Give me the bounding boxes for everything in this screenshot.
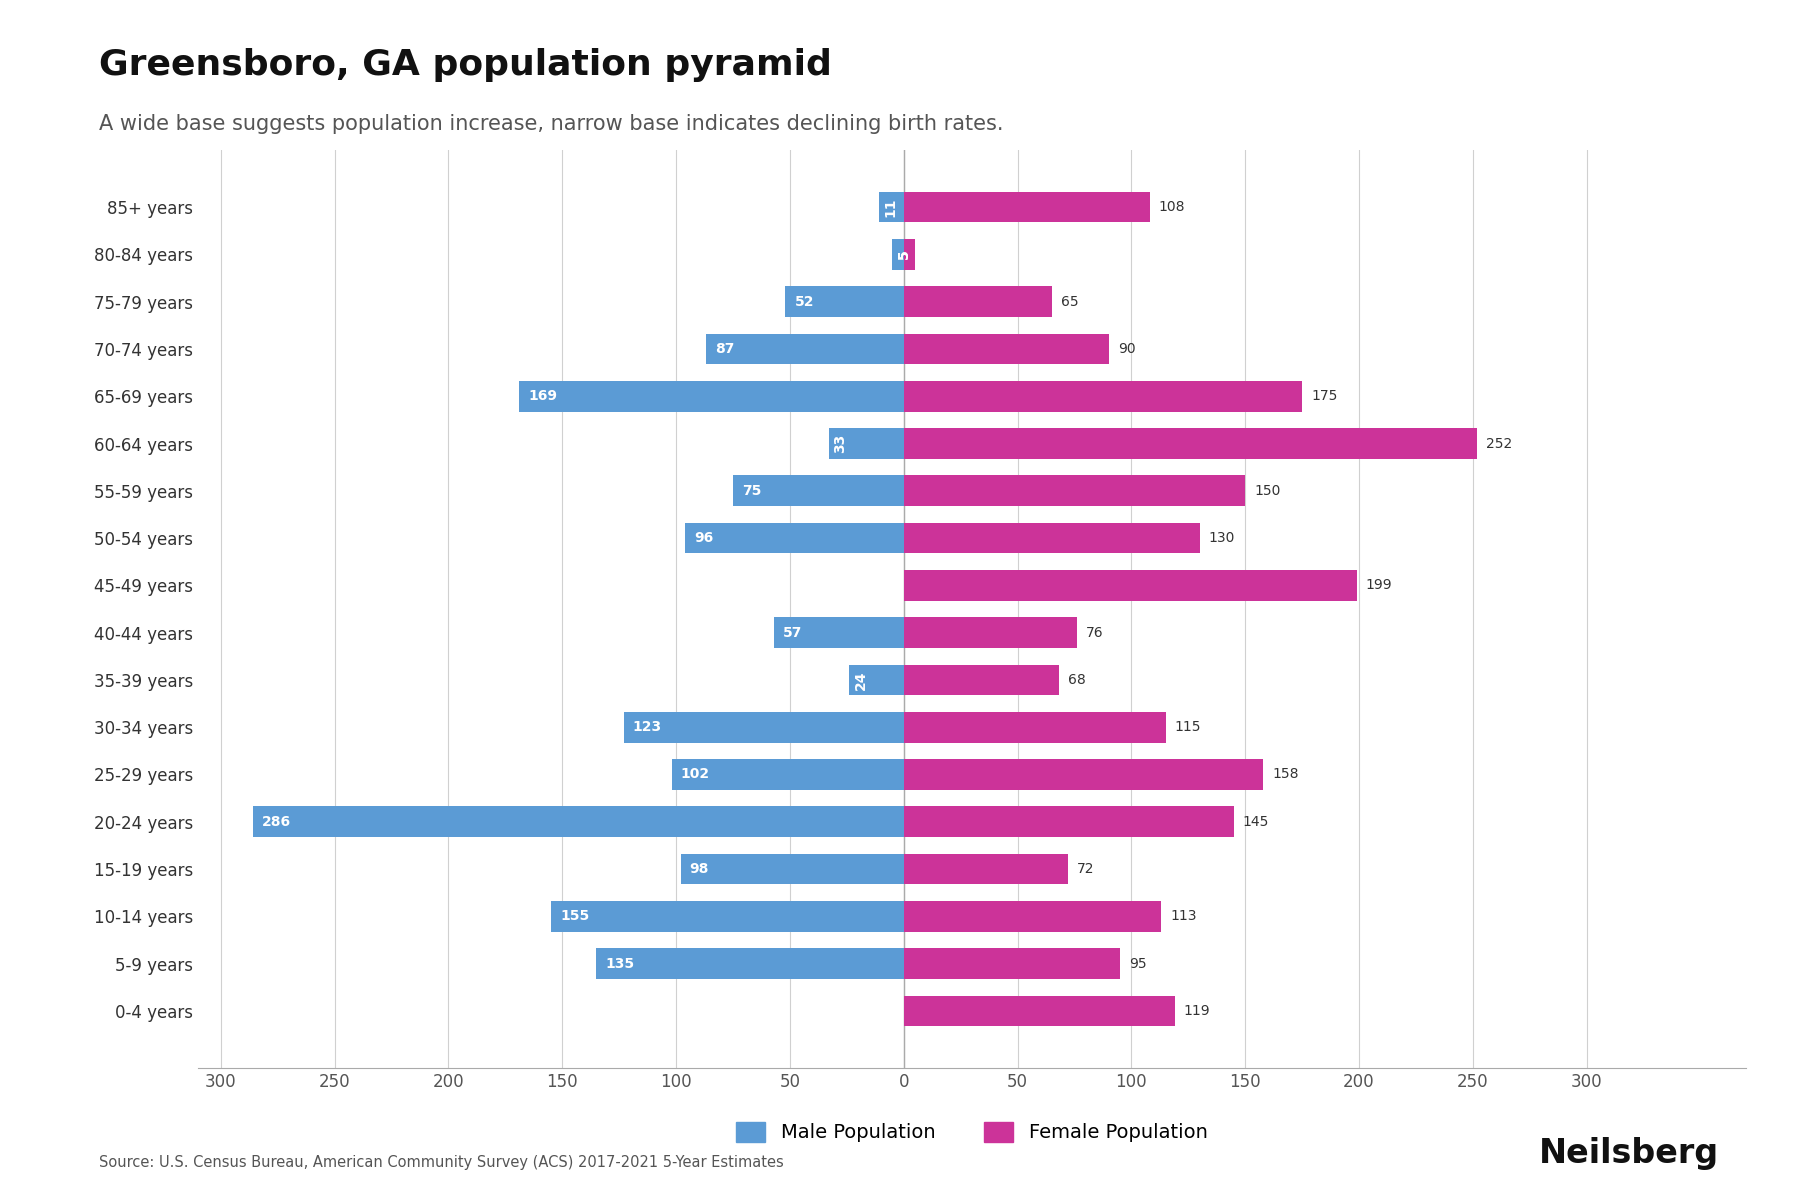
- Bar: [878, 192, 904, 222]
- Text: 115: 115: [1175, 720, 1201, 734]
- Text: 175: 175: [1310, 389, 1337, 403]
- Bar: [518, 380, 904, 412]
- Bar: [904, 712, 1166, 743]
- Bar: [774, 617, 904, 648]
- Bar: [904, 853, 1067, 884]
- Bar: [904, 948, 1120, 979]
- Text: 158: 158: [1273, 768, 1300, 781]
- Bar: [904, 901, 1161, 931]
- Text: 75: 75: [742, 484, 761, 498]
- Text: Neilsberg: Neilsberg: [1539, 1138, 1719, 1170]
- Legend: Male Population, Female Population: Male Population, Female Population: [729, 1114, 1215, 1150]
- Bar: [785, 287, 904, 317]
- Text: 119: 119: [1184, 1004, 1210, 1018]
- Text: 252: 252: [1487, 437, 1512, 450]
- Text: 286: 286: [261, 815, 292, 829]
- Text: 135: 135: [605, 956, 635, 971]
- Bar: [904, 334, 1109, 365]
- Text: 130: 130: [1210, 532, 1235, 545]
- Text: 65: 65: [1060, 295, 1078, 308]
- Bar: [252, 806, 904, 838]
- Bar: [893, 239, 904, 270]
- Bar: [904, 617, 1076, 648]
- Text: 5: 5: [896, 250, 911, 259]
- Bar: [596, 948, 904, 979]
- Bar: [904, 760, 1264, 790]
- Text: 150: 150: [1255, 484, 1280, 498]
- Bar: [686, 523, 904, 553]
- Text: 96: 96: [695, 532, 713, 545]
- Bar: [904, 806, 1233, 838]
- Text: 108: 108: [1159, 200, 1184, 214]
- Text: 95: 95: [1129, 956, 1147, 971]
- Text: 123: 123: [634, 720, 662, 734]
- Text: 113: 113: [1170, 910, 1197, 923]
- Bar: [904, 239, 914, 270]
- Text: 87: 87: [715, 342, 734, 356]
- Text: 68: 68: [1067, 673, 1085, 686]
- Bar: [904, 523, 1199, 553]
- Text: Source: U.S. Census Bureau, American Community Survey (ACS) 2017-2021 5-Year Est: Source: U.S. Census Bureau, American Com…: [99, 1154, 783, 1170]
- Bar: [904, 570, 1357, 601]
- Text: 33: 33: [833, 434, 848, 454]
- Text: A wide base suggests population increase, narrow base indicates declining birth : A wide base suggests population increase…: [99, 114, 1004, 134]
- Bar: [828, 428, 904, 458]
- Bar: [733, 475, 904, 506]
- Text: 24: 24: [853, 670, 868, 690]
- Bar: [904, 996, 1175, 1026]
- Bar: [671, 760, 904, 790]
- Text: 155: 155: [560, 910, 589, 923]
- Bar: [904, 428, 1478, 458]
- Text: 72: 72: [1076, 862, 1094, 876]
- Text: 11: 11: [884, 197, 896, 217]
- Bar: [625, 712, 904, 743]
- Bar: [706, 334, 904, 365]
- Text: Greensboro, GA population pyramid: Greensboro, GA population pyramid: [99, 48, 832, 82]
- Text: 102: 102: [680, 768, 709, 781]
- Bar: [904, 665, 1058, 695]
- Bar: [680, 853, 904, 884]
- Text: 199: 199: [1366, 578, 1393, 593]
- Text: 169: 169: [527, 389, 556, 403]
- Text: 145: 145: [1242, 815, 1269, 829]
- Text: 52: 52: [794, 295, 814, 308]
- Bar: [850, 665, 904, 695]
- Bar: [904, 192, 1150, 222]
- Text: 98: 98: [689, 862, 709, 876]
- Bar: [551, 901, 904, 931]
- Text: 76: 76: [1085, 625, 1103, 640]
- Text: 57: 57: [783, 625, 803, 640]
- Text: 5: 5: [896, 250, 911, 259]
- Text: 90: 90: [1118, 342, 1136, 356]
- Bar: [904, 380, 1301, 412]
- Bar: [904, 475, 1246, 506]
- Bar: [904, 287, 1051, 317]
